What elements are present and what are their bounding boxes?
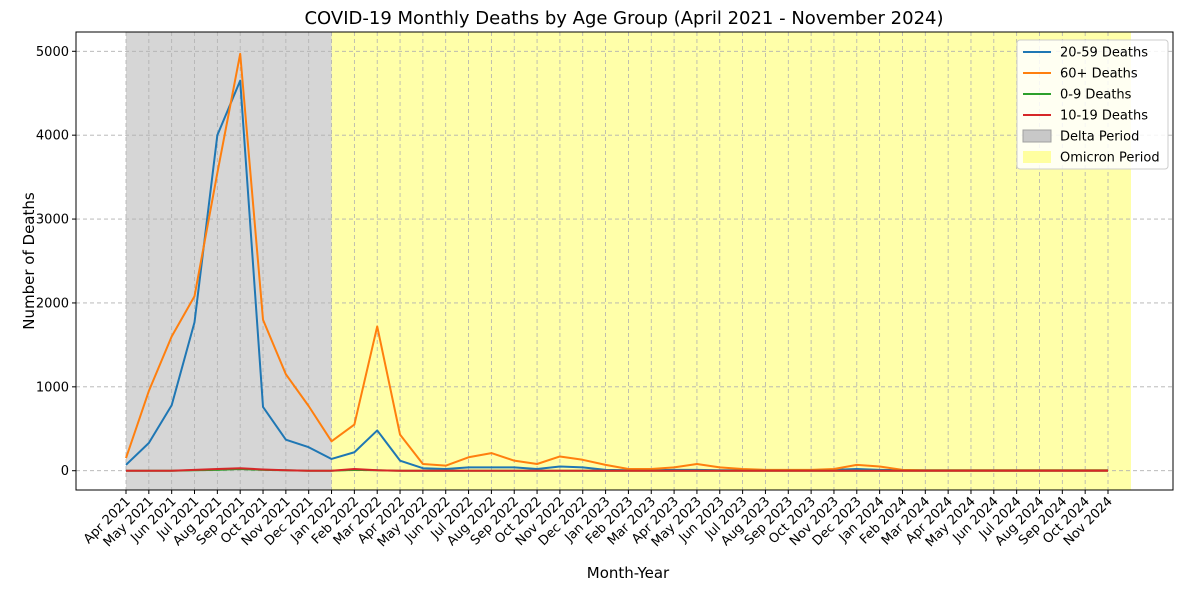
y-tick-label: 1000 bbox=[36, 380, 69, 395]
chart-title: COVID-19 Monthly Deaths by Age Group (Ap… bbox=[304, 8, 943, 29]
legend-period-label-1: Omicron Period bbox=[1060, 151, 1160, 166]
y-tick-label: 5000 bbox=[36, 45, 69, 60]
legend-label-1: 60+ Deaths bbox=[1060, 67, 1138, 82]
y-tick-label: 4000 bbox=[36, 129, 69, 144]
y-tick-label: 2000 bbox=[36, 296, 69, 311]
legend-box bbox=[1016, 39, 1169, 170]
legend-period-swatch-0 bbox=[1022, 129, 1052, 143]
legend: 20-59 Deaths 60+ Deaths 0-9 Deaths 10-19 De… bbox=[1016, 39, 1169, 170]
series-layer bbox=[125, 52, 1108, 472]
plot-frame bbox=[75, 31, 1174, 491]
grid-layer bbox=[76, 32, 1173, 490]
period-band-0 bbox=[126, 32, 332, 490]
y-axis-label: Number of Deaths bbox=[20, 192, 38, 330]
legend-period-swatch-1 bbox=[1023, 151, 1051, 163]
legend-period-label-0: Delta Period bbox=[1060, 130, 1139, 145]
legend-label-3: 10-19 Deaths bbox=[1060, 109, 1148, 124]
legend-label-2: 0-9 Deaths bbox=[1060, 88, 1132, 103]
period-layer bbox=[126, 32, 1131, 490]
series-line-3 bbox=[126, 467, 1108, 472]
period-band-1 bbox=[331, 32, 1131, 490]
x-axis-label: Month-Year bbox=[587, 564, 670, 582]
y-tick-label: 3000 bbox=[36, 213, 69, 228]
y-tick-label: 0 bbox=[61, 464, 69, 479]
legend-label-0: 20-59 Deaths bbox=[1060, 46, 1148, 61]
